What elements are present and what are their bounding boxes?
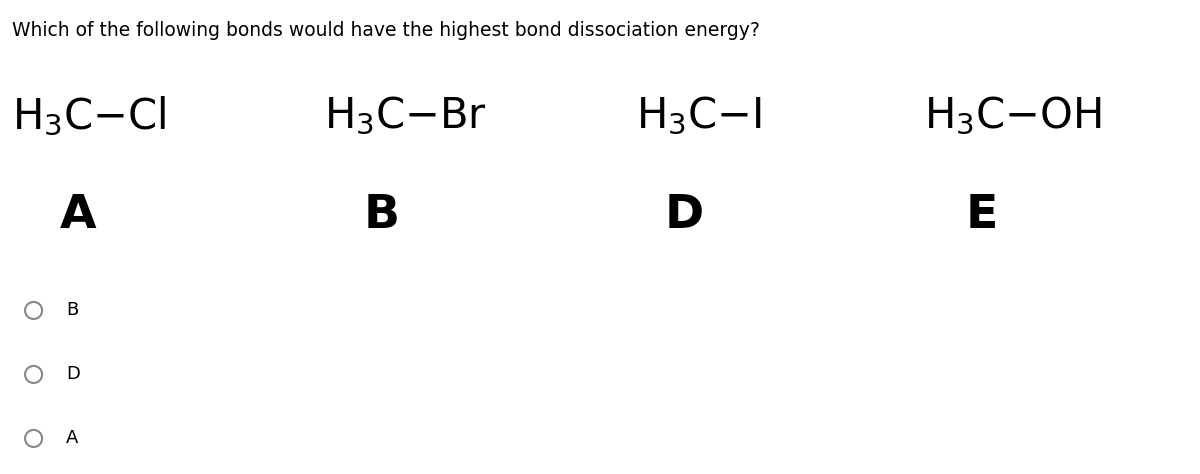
Text: D: D: [66, 365, 80, 383]
Text: E: E: [966, 193, 997, 238]
Text: H$_3$C−I: H$_3$C−I: [636, 95, 762, 137]
Text: H$_3$C−Cl: H$_3$C−Cl: [12, 94, 166, 138]
Text: H$_3$C−OH: H$_3$C−OH: [924, 95, 1102, 137]
Text: D: D: [665, 193, 703, 238]
Text: A: A: [66, 429, 78, 447]
Text: Which of the following bonds would have the highest bond dissociation energy?: Which of the following bonds would have …: [12, 21, 760, 40]
Text: B: B: [66, 301, 78, 319]
Text: A: A: [60, 193, 96, 238]
Text: H$_3$C−Br: H$_3$C−Br: [324, 95, 487, 137]
Text: B: B: [364, 193, 400, 238]
